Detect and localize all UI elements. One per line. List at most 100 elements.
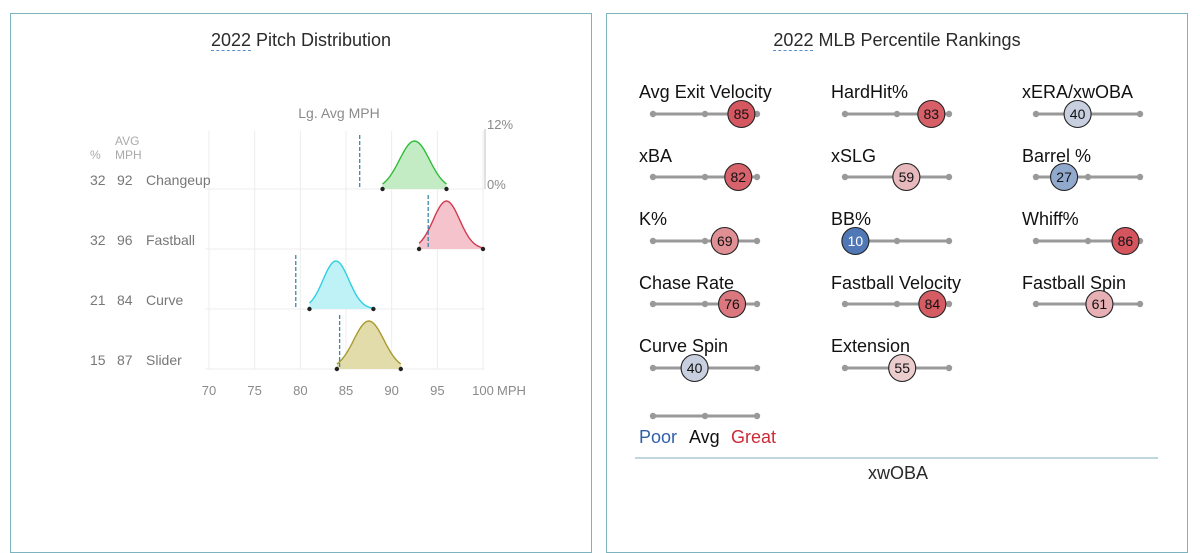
- pitch-avg-mph: 84: [117, 292, 133, 308]
- metric-percentile-value: 59: [899, 169, 915, 185]
- percentile-rankings-title-text: MLB Percentile Rankings: [813, 30, 1021, 50]
- metric-percentile-marker[interactable]: [1063, 99, 1092, 129]
- metric-label: Fastball Spin: [1022, 273, 1126, 293]
- pitch-min-dot: [380, 186, 385, 192]
- pitch-density-area[interactable]: [382, 141, 447, 189]
- metric-percentile-value: 84: [925, 296, 941, 312]
- metric-track-dot: [649, 300, 657, 308]
- metric-percentile-value: 85: [734, 106, 750, 122]
- metric-percentile-value: 40: [687, 360, 703, 376]
- pitch-density-area[interactable]: [309, 261, 374, 309]
- pitch-name: Changeup: [146, 172, 211, 188]
- metric-bb: BB% 10: [831, 209, 953, 256]
- metric-percentile-value: 76: [724, 296, 740, 312]
- metric-track-dot: [893, 237, 901, 245]
- metric-percentile-marker[interactable]: [841, 226, 870, 256]
- metric-percentile-marker[interactable]: [724, 162, 753, 192]
- metric-percentile-value: 82: [730, 169, 746, 185]
- x-tick-label: 95: [430, 383, 444, 398]
- metric-label: BB%: [831, 209, 871, 229]
- metric-track-dot: [753, 237, 761, 245]
- avg-column-header-line1: AVG: [115, 134, 139, 148]
- metric-track-dot: [701, 173, 709, 181]
- pitch-density-curve: [336, 320, 402, 365]
- metric-whiff: Whiff% 86: [1022, 209, 1144, 256]
- x-axis-ticks: 70 75 80 85 90 95 100 MPH: [202, 383, 526, 398]
- metric-track-dot: [945, 173, 953, 181]
- metric-percentile-marker[interactable]: [717, 289, 747, 319]
- metric-track-dot: [1136, 173, 1144, 181]
- pitch-distribution-year[interactable]: 2022: [210, 30, 251, 51]
- pitch-density-curve: [309, 260, 374, 309]
- metric-percentile-marker[interactable]: [1050, 162, 1079, 192]
- percentile-rankings-chart: Avg Exit Velocity 85 HardHit% 83 xERA/xwOBA 4…: [635, 82, 1158, 459]
- metric-track-dot: [649, 173, 657, 181]
- metric-xslg: xSLG 59: [831, 146, 953, 192]
- x-tick-label: 90: [384, 383, 398, 398]
- pitch-usage-pct: 32: [90, 172, 106, 188]
- pitch-density-area[interactable]: [336, 321, 401, 369]
- xwoba-footer-label[interactable]: xwOBA: [867, 463, 928, 483]
- pitch-density-curve: [382, 140, 447, 185]
- metric-track-dot: [841, 300, 849, 308]
- metric-track-dot: [649, 110, 657, 118]
- metric-track-dot: [945, 364, 953, 372]
- metric-track-dot: [841, 110, 849, 118]
- x-tick-label: 70: [202, 383, 216, 398]
- pct-column-header: %: [90, 148, 101, 162]
- metric-track-dot: [701, 110, 709, 118]
- metric-track-dot: [1084, 237, 1092, 245]
- x-tick-label: 100: [472, 383, 494, 398]
- pitch-distribution-title-text: Pitch Distribution: [250, 30, 392, 50]
- metric-label: xSLG: [831, 146, 876, 166]
- metric-percentile-marker[interactable]: [710, 226, 739, 256]
- metric-label: Avg Exit Velocity: [639, 82, 772, 102]
- metric-percentile-marker[interactable]: [917, 99, 946, 129]
- metric-label: Curve Spin: [639, 336, 728, 356]
- metric-label: Fastball Velocity: [831, 273, 961, 293]
- metric-track-dot: [753, 300, 761, 308]
- metric-percentile-marker[interactable]: [888, 353, 917, 383]
- metric-percentile-marker[interactable]: [680, 353, 709, 383]
- pitch-distribution-title: 2022 Pitch Distribution: [11, 30, 591, 51]
- metric-percentile-marker[interactable]: [1111, 226, 1140, 256]
- metric-track-dot: [649, 237, 657, 245]
- pitch-usage-pct: 15: [90, 352, 106, 368]
- metric-extension: Extension 55: [831, 336, 953, 383]
- metric-chase-rate: Chase Rate 76: [639, 273, 761, 319]
- metric-label: Whiff%: [1022, 209, 1079, 229]
- metric-percentile-marker[interactable]: [727, 99, 756, 129]
- metric-percentile-marker[interactable]: [1085, 289, 1114, 319]
- pitch-density-area[interactable]: [419, 201, 483, 249]
- pitch-max-dot: [398, 366, 403, 372]
- pitch-row-slider: 15 87 Slider: [90, 315, 403, 372]
- metric-percentile-value: 10: [848, 233, 864, 249]
- pitch-max-dot: [371, 306, 376, 312]
- density-zero-label: 0%: [487, 177, 506, 192]
- legend-great-label: Great: [731, 427, 776, 447]
- metric-fastball-spin: Fastball Spin 61: [1022, 273, 1144, 319]
- percentile-metrics: Avg Exit Velocity 85 HardHit% 83 xERA/xwOBA 4…: [639, 82, 1144, 383]
- pitch-distribution-chart: Lg. Avg MPH % AVG MPH 12% 0% 32 92 Changeu…: [90, 105, 526, 398]
- percentile-rankings-title: 2022 MLB Percentile Rankings: [607, 30, 1187, 51]
- metric-percentile-marker[interactable]: [892, 162, 921, 192]
- pitch-max-dot: [480, 246, 486, 252]
- pitch-name: Fastball: [146, 232, 195, 248]
- metric-barrel: Barrel % 27: [1022, 146, 1144, 192]
- pitch-max-dot: [444, 186, 449, 192]
- metric-curve-spin: Curve Spin 40: [639, 336, 761, 383]
- metric-track-dot: [701, 237, 709, 245]
- percentile-rankings-year[interactable]: 2022: [773, 30, 814, 51]
- pitch-name: Slider: [146, 352, 182, 368]
- metric-track-dot: [1084, 173, 1092, 181]
- pitch-usage-pct: 32: [90, 232, 106, 248]
- density-max-label: 12%: [487, 117, 513, 132]
- metric-track-dot: [1032, 173, 1040, 181]
- metric-percentile-marker[interactable]: [918, 289, 947, 319]
- legend-avg-label: Avg: [689, 427, 720, 447]
- metric-xba: xBA 82: [639, 146, 761, 192]
- pitch-min-dot: [334, 366, 340, 372]
- percentile-rankings-panel: 2022 MLB Percentile Rankings Avg Exit Ve…: [606, 13, 1188, 553]
- metric-percentile-value: 69: [717, 233, 733, 249]
- metric-hardhit: HardHit% 83: [831, 82, 953, 129]
